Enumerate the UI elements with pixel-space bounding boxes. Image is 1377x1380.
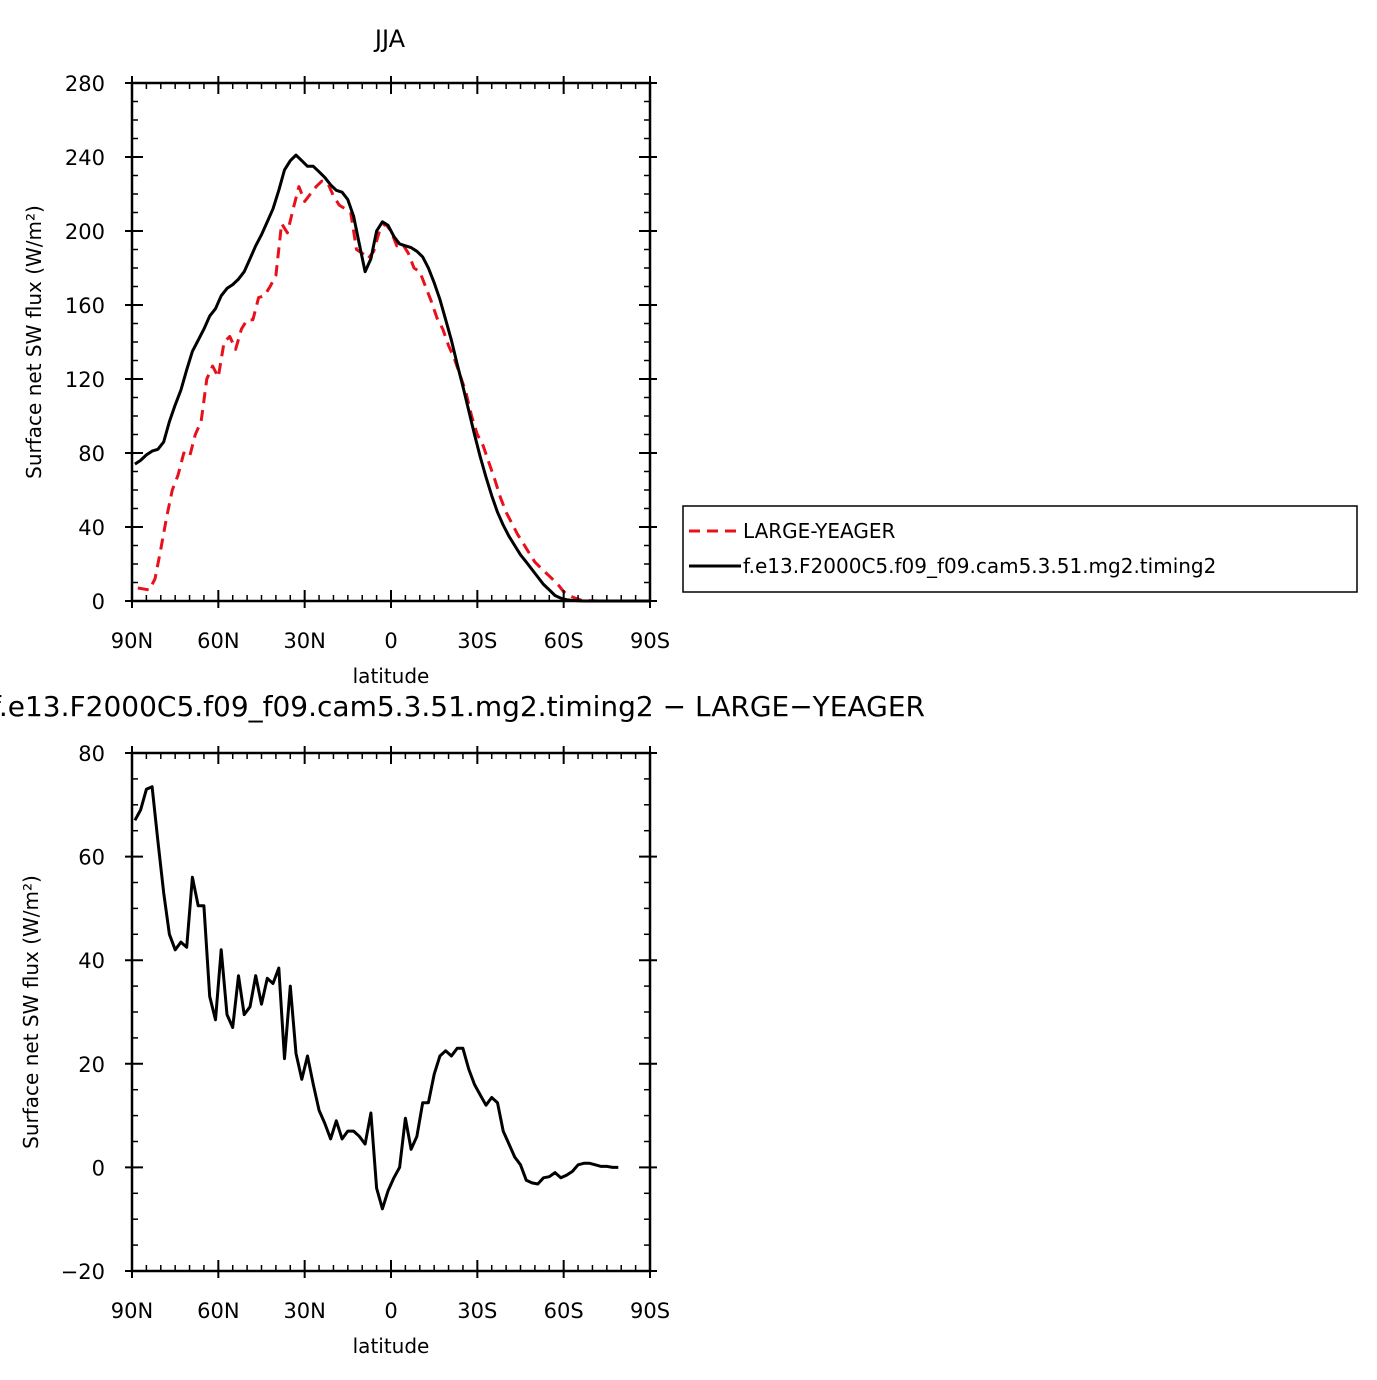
y-tick-label: 40	[78, 516, 105, 540]
series-line-difference	[133, 785, 619, 1211]
legend: LARGE-YEAGER f.e13.F2000C5.f09_f09.cam5.…	[682, 505, 1358, 593]
y-tick-label: 80	[78, 742, 105, 766]
y-tick-label: 240	[65, 146, 105, 170]
y-tick-label: −20	[61, 1260, 105, 1284]
y-tick-label: 0	[92, 590, 105, 614]
x-tick-label: 30S	[457, 629, 497, 653]
y-tick-label: 80	[78, 442, 105, 466]
x-tick-label: 90N	[111, 629, 153, 653]
x-axis-label: latitude	[353, 664, 430, 688]
y-tick-label: 0	[92, 1156, 105, 1180]
axis-ticks: 90N 60N 30N 0 30S 60S 90S −20 0 20 40 60 80	[61, 742, 670, 1323]
legend-label-large-yeager: LARGE-YEAGER	[743, 519, 895, 543]
y-tick-label: 60	[78, 846, 105, 870]
x-tick-label: 90S	[630, 629, 670, 653]
x-tick-label: 60N	[197, 629, 239, 653]
y-axis-label: Surface net SW flux (W/m²)	[22, 205, 46, 479]
plot-frame	[130, 751, 652, 1273]
difference-panel: f.e13.F2000C5.f09_f09.cam5.3.51.mg2.timi…	[0, 690, 925, 1358]
y-tick-label: 280	[65, 72, 105, 96]
y-axis-label: Surface net SW flux (W/m²)	[19, 875, 43, 1149]
x-tick-label: 30N	[283, 1299, 325, 1323]
x-tick-label: 0	[384, 629, 397, 653]
y-tick-label: 160	[65, 294, 105, 318]
series-line-large-yeager	[137, 179, 650, 603]
legend-box	[682, 505, 1358, 593]
y-tick-label: 40	[78, 949, 105, 973]
y-tick-label: 200	[65, 220, 105, 244]
chart-title: f.e13.F2000C5.f09_f09.cam5.3.51.mg2.timi…	[0, 690, 925, 723]
x-tick-label: 60N	[197, 1299, 239, 1323]
legend-label-timing2: f.e13.F2000C5.f09_f09.cam5.3.51.mg2.timi…	[743, 554, 1216, 578]
series-line-f-e13-f2000c5-f09-f09-cam5-3-51-mg2-timing2	[134, 153, 650, 603]
y-tick-label: 120	[65, 368, 105, 392]
x-tick-label: 90N	[111, 1299, 153, 1323]
series-layer	[134, 153, 650, 603]
x-axis-label: latitude	[353, 1334, 430, 1358]
jja-panel: JJA 90N 60N 30N 0 30S 60S 90S 0 40 80 120 160 200 240…	[22, 25, 670, 688]
chart-title: JJA	[373, 25, 406, 53]
plot-frame	[130, 81, 652, 603]
series-layer	[133, 785, 619, 1211]
x-tick-label: 0	[384, 1299, 397, 1323]
x-tick-label: 60S	[544, 1299, 584, 1323]
x-tick-label: 60S	[544, 629, 584, 653]
x-tick-label: 90S	[630, 1299, 670, 1323]
x-tick-label: 30N	[283, 629, 325, 653]
y-tick-label: 20	[78, 1053, 105, 1077]
axis-ticks: 90N 60N 30N 0 30S 60S 90S 0 40 80 120 160 200 240 280	[65, 72, 670, 653]
x-tick-label: 30S	[457, 1299, 497, 1323]
